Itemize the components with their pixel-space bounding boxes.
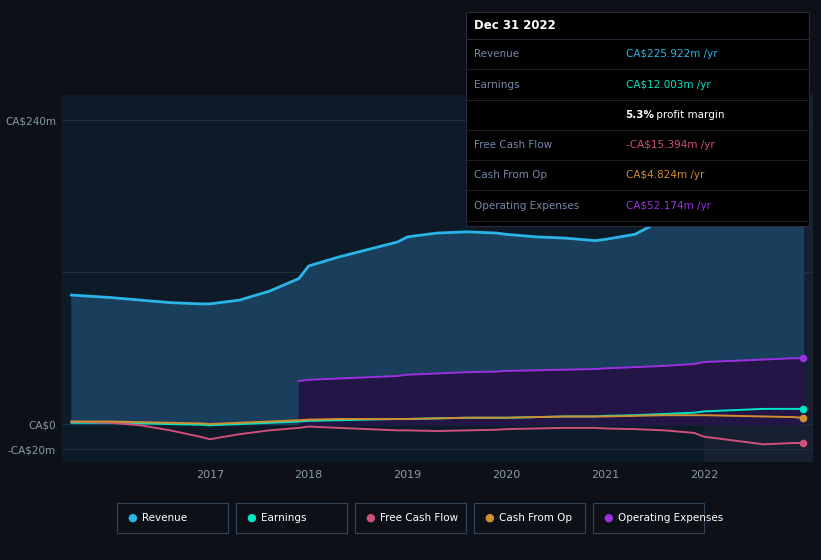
Text: CA$225.922m /yr: CA$225.922m /yr [626,49,718,59]
Text: -CA$15.394m /yr: -CA$15.394m /yr [626,140,714,150]
Text: Dec 31 2022: Dec 31 2022 [474,19,556,32]
Text: Earnings: Earnings [261,513,306,523]
Bar [704,95,821,462]
Text: ●: ● [485,513,494,523]
Text: profit margin: profit margin [653,110,724,120]
Text: Revenue: Revenue [474,49,519,59]
Text: CA$4.824m /yr: CA$4.824m /yr [626,170,704,180]
Text: Cash From Op: Cash From Op [474,170,547,180]
Text: 5.3%: 5.3% [626,110,654,120]
Text: Earnings: Earnings [474,80,519,90]
Text: Operating Expenses: Operating Expenses [618,513,723,523]
Text: ●: ● [366,513,375,523]
Text: Cash From Op: Cash From Op [499,513,571,523]
Text: CA$12.003m /yr: CA$12.003m /yr [626,80,710,90]
Text: Free Cash Flow: Free Cash Flow [380,513,458,523]
Text: Free Cash Flow: Free Cash Flow [474,140,552,150]
Text: Revenue: Revenue [141,513,186,523]
Text: CA$52.174m /yr: CA$52.174m /yr [626,200,711,211]
Text: ●: ● [246,513,256,523]
Text: ●: ● [127,513,137,523]
Text: Operating Expenses: Operating Expenses [474,200,579,211]
Text: ●: ● [604,513,613,523]
